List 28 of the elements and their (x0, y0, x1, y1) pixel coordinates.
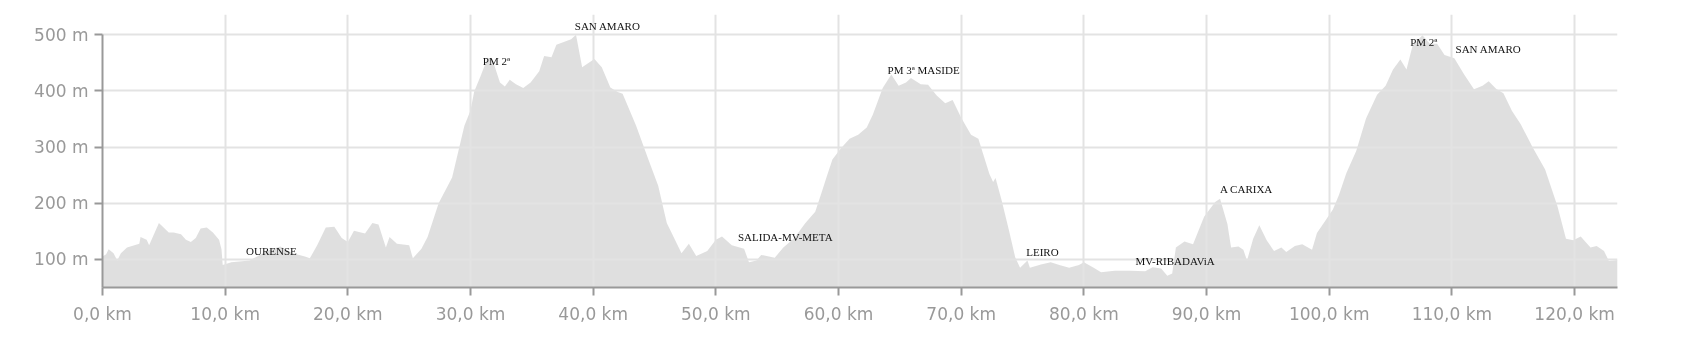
x-tick-label: 110,0 km (1411, 303, 1493, 324)
x-tick-label: 100,0 km (1288, 303, 1370, 324)
y-tick-label: 200 m (34, 193, 89, 214)
x-tick-label: 80,0 km (1049, 303, 1119, 324)
x-tick-label: 0,0 km (73, 303, 132, 324)
y-tick-label: 400 m (34, 80, 89, 101)
annotation: SALIDA-MV-META (737, 231, 833, 244)
annotation: OURENSE (246, 245, 298, 258)
y-tick-label: 100 m (34, 249, 89, 270)
x-tick-label: 20,0 km (313, 303, 383, 324)
annotation: PM 2ª (1410, 35, 1439, 48)
y-tick-label: 300 m (34, 137, 89, 158)
annotation: MV-RIBADAViA (1135, 254, 1215, 267)
annotation: SAN AMARO (1455, 42, 1521, 55)
annotation: LEIRO (1026, 245, 1059, 258)
annotation: PM 3ª MASIDE (887, 64, 960, 77)
x-tick-label: 50,0 km (681, 303, 751, 324)
x-tick-label: 40,0 km (558, 303, 629, 324)
annotation: SAN AMARO (574, 19, 640, 32)
x-tick-label: 10,0 km (190, 303, 261, 324)
x-tick-label: 120,0 km (1534, 303, 1615, 324)
x-tick-label: 70,0 km (926, 303, 997, 324)
y-tick-label: 500 m (34, 24, 89, 45)
annotation: PM 2ª (482, 54, 511, 67)
annotation: A CARIXA (1220, 182, 1273, 195)
x-tick-label: 90,0 km (1171, 303, 1242, 324)
x-tick-label: 60,0 km (803, 303, 874, 324)
x-tick-label: 30,0 km (435, 303, 506, 324)
